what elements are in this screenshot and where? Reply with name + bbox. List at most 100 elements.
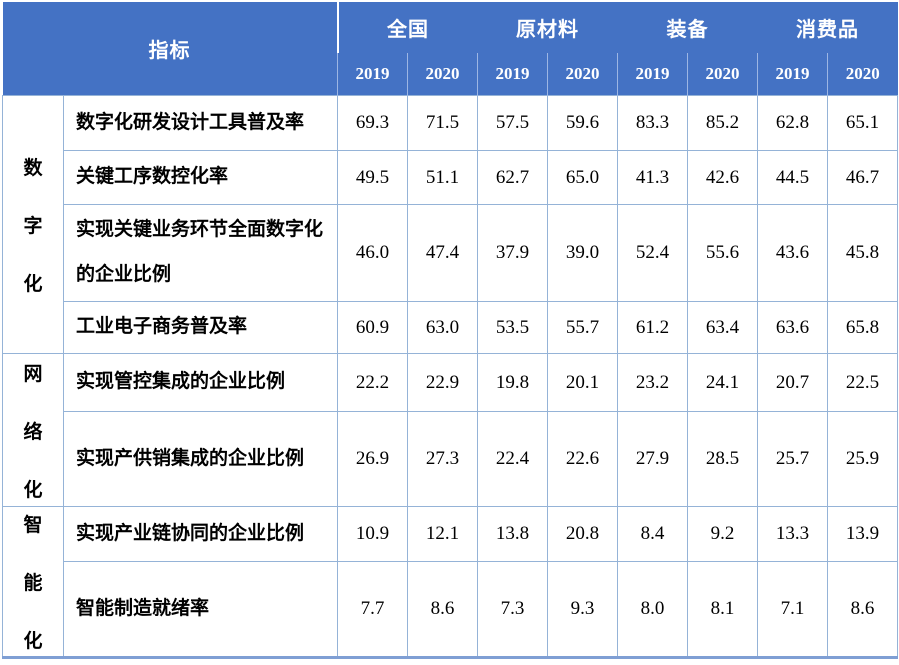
value-cell: 22.9	[407, 353, 478, 412]
table-row: 工业电子商务普及率 60.9 63.0 53.5 55.7 61.2 63.4 …	[3, 301, 898, 354]
value-cell: 8.0	[617, 561, 688, 658]
year-header: 2020	[407, 53, 478, 96]
group-char: 智	[23, 515, 43, 536]
group-char: 化	[23, 631, 43, 652]
value-cell: 23.2	[617, 353, 688, 412]
value-cell: 85.2	[687, 95, 758, 151]
indicator-cell: 关键工序数控化率	[63, 150, 338, 205]
table-row: 智能制造就绪率 7.7 8.6 7.3 9.3 8.0 8.1 7.1 8.6	[3, 561, 898, 658]
value-cell: 39.0	[547, 204, 618, 302]
value-cell: 22.6	[547, 411, 618, 507]
table-body: 数 字 化 数字化研发设计工具普及率 69.3 71.5 57.5 59.6 8…	[2, 95, 898, 658]
value-cell: 46.0	[337, 204, 408, 302]
group-char: 化	[23, 479, 43, 501]
table-row: 智 能 化 实现产业链协同的企业比例 10.9 12.1 13.8 20.8 8…	[2, 506, 898, 658]
vertical-label: 数 字 化	[3, 153, 63, 296]
value-cell: 9.3	[547, 561, 618, 658]
group-header-raw-materials: 原材料	[477, 2, 618, 53]
value-cell: 20.7	[757, 353, 828, 412]
value-cell: 65.0	[547, 150, 618, 205]
value-cell: 49.5	[337, 150, 408, 205]
header-group-row: 指标 全国 原材料 装备 消费品	[2, 2, 898, 96]
value-cell: 47.4	[407, 204, 478, 302]
value-cell: 7.1	[757, 561, 828, 658]
value-cell: 10.9	[337, 506, 408, 562]
value-cell: 12.1	[407, 506, 478, 562]
indicator-cell: 智能制造就绪率	[63, 561, 338, 658]
value-cell: 65.1	[827, 95, 898, 151]
vertical-label: 智 能 化	[3, 510, 63, 653]
indicator-cell: 工业电子商务普及率	[63, 301, 338, 354]
value-cell: 62.8	[757, 95, 828, 151]
value-cell: 20.8	[547, 506, 618, 562]
table-header: 指标 全国 原材料 装备 消费品 2019 2020 2019 2020 201…	[2, 2, 898, 96]
header-year-row: 2019 2020 2019 2020 2019 2020 2019 2020	[3, 53, 898, 96]
indicator-cell: 实现产业链协同的企业比例	[63, 506, 338, 562]
value-cell: 53.5	[477, 301, 548, 354]
group-char: 络	[23, 421, 43, 443]
group-char: 化	[23, 274, 43, 295]
value-cell: 9.2	[687, 506, 758, 562]
value-cell: 28.5	[687, 411, 758, 507]
group-char: 网	[23, 363, 43, 385]
year-header: 2019	[477, 53, 548, 96]
value-cell: 25.9	[827, 411, 898, 507]
value-cell: 13.8	[477, 506, 548, 562]
value-cell: 8.1	[687, 561, 758, 658]
value-cell: 46.7	[827, 150, 898, 205]
table-row: 关键工序数控化率 49.5 51.1 62.7 65.0 41.3 42.6 4…	[3, 150, 898, 205]
value-cell: 8.6	[407, 561, 478, 658]
value-cell: 27.9	[617, 411, 688, 507]
value-cell: 25.7	[757, 411, 828, 507]
year-header: 2019	[337, 53, 408, 96]
value-cell: 13.9	[827, 506, 898, 562]
year-header: 2020	[687, 53, 758, 96]
table-row: 实现产供销集成的企业比例 26.9 27.3 22.4 22.6 27.9 28…	[3, 411, 898, 507]
value-cell: 24.1	[687, 353, 758, 412]
value-cell: 8.6	[827, 561, 898, 658]
value-cell: 26.9	[337, 411, 408, 507]
value-cell: 51.1	[407, 150, 478, 205]
value-cell: 41.3	[617, 150, 688, 205]
indicator-cell: 数字化研发设计工具普及率	[63, 95, 338, 151]
value-cell: 19.8	[477, 353, 548, 412]
value-cell: 22.5	[827, 353, 898, 412]
value-cell: 13.3	[757, 506, 828, 562]
vertical-label: 网 络 化	[3, 359, 63, 502]
year-header: 2019	[757, 53, 828, 96]
group-char: 能	[23, 573, 43, 594]
value-cell: 44.5	[757, 150, 828, 205]
value-cell: 63.6	[757, 301, 828, 354]
table-row: 网 络 化 实现管控集成的企业比例 22.2 22.9 19.8 20.1 23…	[2, 353, 898, 507]
value-cell: 42.6	[687, 150, 758, 205]
indicator-cell: 实现管控集成的企业比例	[63, 353, 338, 412]
value-cell: 7.7	[337, 561, 408, 658]
value-cell: 45.8	[827, 204, 898, 302]
value-cell: 43.6	[757, 204, 828, 302]
group-char: 数	[23, 158, 43, 179]
table-row: 数 字 化 数字化研发设计工具普及率 69.3 71.5 57.5 59.6 8…	[2, 95, 898, 354]
value-cell: 52.4	[617, 204, 688, 302]
value-cell: 27.3	[407, 411, 478, 507]
value-cell: 71.5	[407, 95, 478, 151]
year-header: 2020	[547, 53, 618, 96]
value-cell: 22.4	[477, 411, 548, 507]
group-header-national: 全国	[336, 2, 478, 53]
indicator-cell: 实现关键业务环节全面数字化的企业比例	[63, 204, 338, 302]
value-cell: 57.5	[477, 95, 548, 151]
value-cell: 22.2	[337, 353, 408, 412]
value-cell: 59.6	[547, 95, 618, 151]
indicator-column-header: 指标	[2, 2, 338, 96]
value-cell: 61.2	[617, 301, 688, 354]
year-header: 2020	[827, 53, 898, 96]
year-header: 2019	[617, 53, 688, 96]
group-header-consumer-goods: 消费品	[757, 2, 898, 53]
value-cell: 65.8	[827, 301, 898, 354]
value-cell: 62.7	[477, 150, 548, 205]
value-cell: 20.1	[547, 353, 618, 412]
value-cell: 37.9	[477, 204, 548, 302]
value-cell: 63.0	[407, 301, 478, 354]
value-cell: 83.3	[617, 95, 688, 151]
